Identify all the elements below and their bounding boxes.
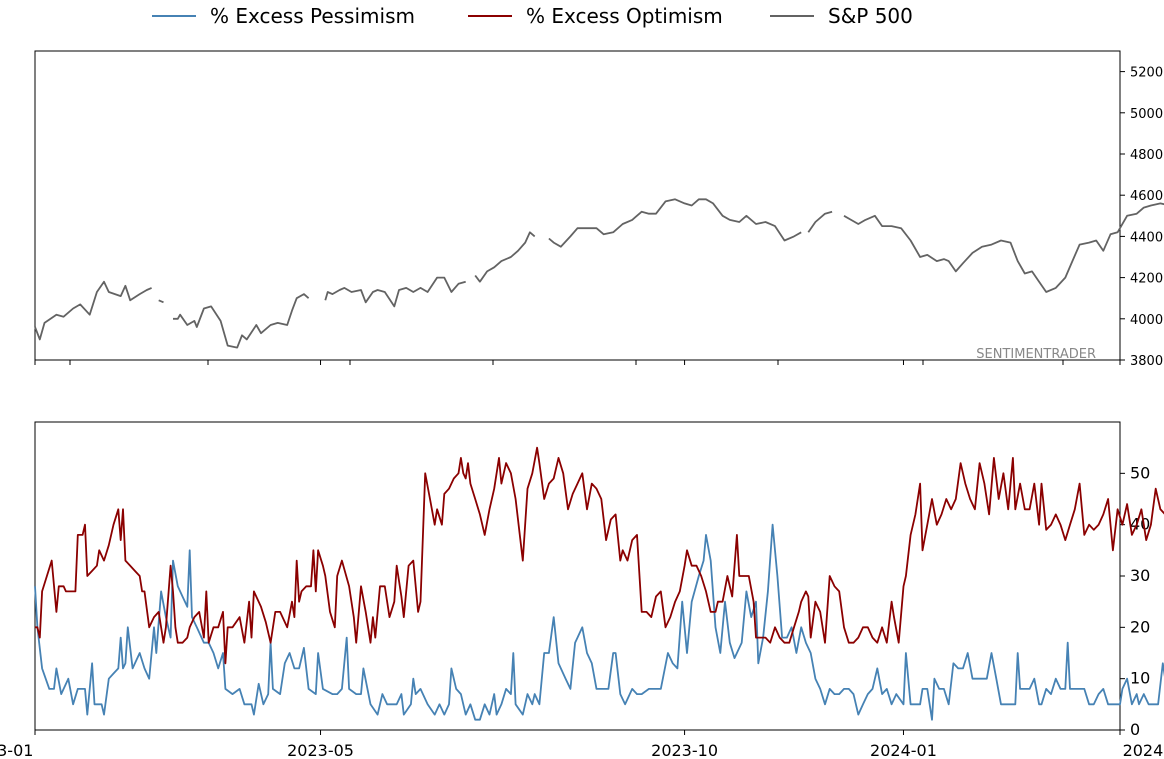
x-tick-label: 2024-01 (870, 741, 937, 759)
x-tick-label: 2023-01 (0, 741, 33, 759)
y-tick-label: 5000 (1130, 107, 1163, 122)
y-tick-label: 30 (1130, 566, 1150, 585)
y-tick-label: 4000 (1130, 313, 1163, 328)
sp500-panel: 3800 4000 4200 4400 4600 4800 5000 5200 (34, 50, 1164, 369)
legend-label-excess-optimism: % Excess Optimism (526, 4, 723, 28)
legend: % Excess Pessimism % Excess Optimism S&P 5… (152, 4, 913, 28)
sentiment-panel: 010203040502023-012023-052023-102024-012… (0, 421, 1164, 759)
y-tick-label: 50 (1130, 463, 1150, 482)
y-tick-label: 5200 (1130, 66, 1163, 81)
y-tick-label: 4400 (1130, 230, 1163, 245)
plot-frame (34, 50, 1121, 361)
series-line-excess-pessimism (34, 523, 1164, 721)
legend-label-excess-pessimism: % Excess Pessimism (210, 4, 415, 28)
watermark: SENTIMENTRADER (976, 347, 1096, 362)
y-tick-label: 0 (1130, 720, 1140, 739)
y-tick-label: 4200 (1130, 272, 1163, 287)
y-tick-label: 3800 (1130, 354, 1163, 369)
series-line-excess-optimism (35, 446, 1164, 665)
y-tick-label: 4800 (1130, 148, 1163, 163)
x-tick-label: 2024-04 (1123, 741, 1164, 759)
y-tick-label: 10 (1130, 669, 1150, 688)
plot-frame (34, 421, 1121, 731)
y-tick-label: 20 (1130, 617, 1150, 636)
y-tick-label: 4600 (1130, 189, 1163, 204)
legend-label-s-p-500: S&P 500 (828, 4, 913, 28)
x-tick-label: 2023-10 (651, 741, 718, 759)
x-tick-label: 2023-05 (287, 741, 354, 759)
series-line-s-p-500 (34, 198, 1164, 349)
